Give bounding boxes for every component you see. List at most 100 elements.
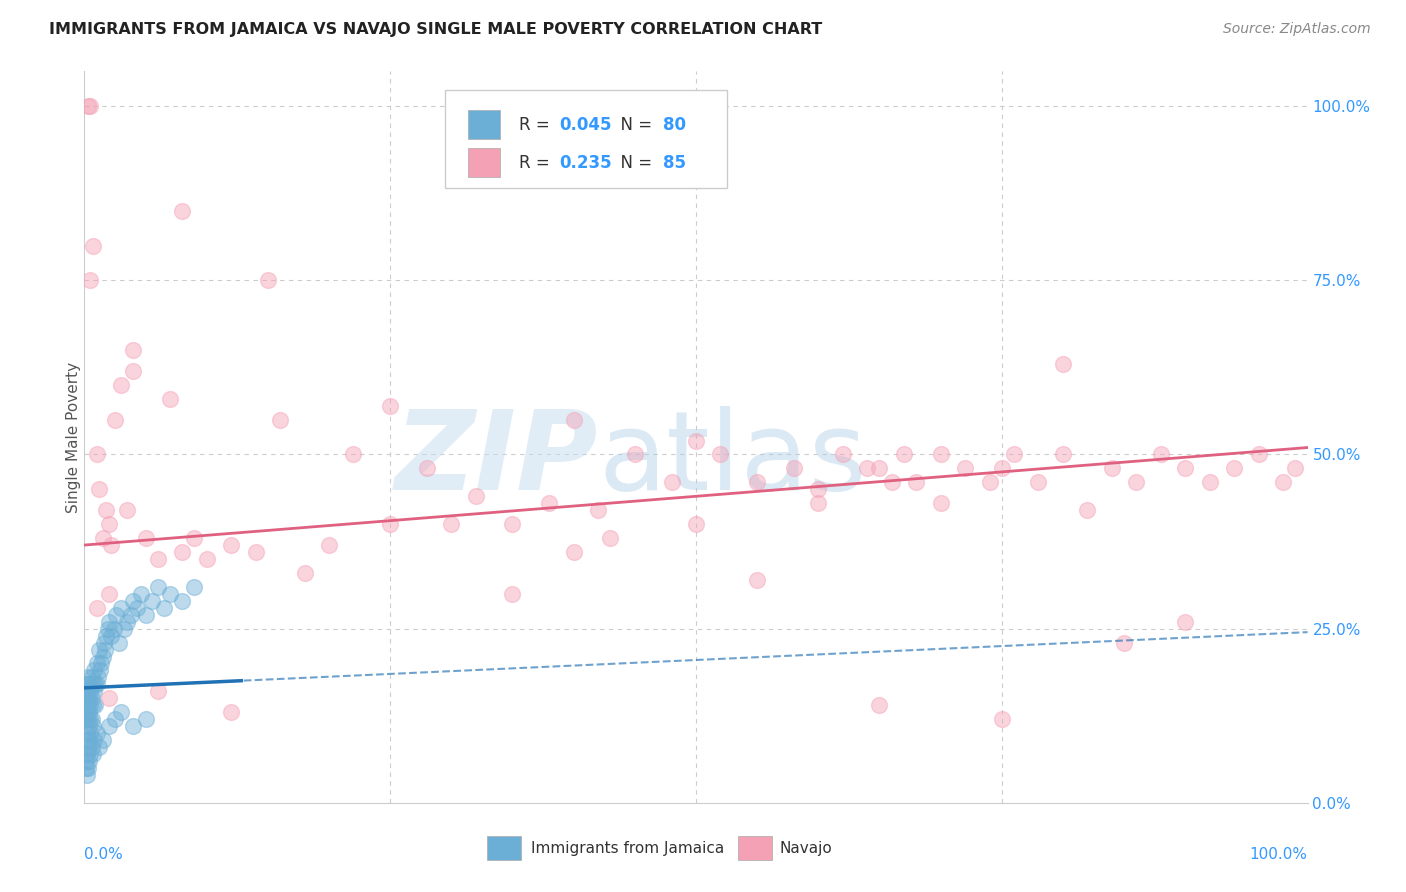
Point [294, 566, 316, 580]
Point [87, 483, 110, 497]
Point [880, 475, 903, 490]
Point [153, 600, 176, 615]
Point [97, 691, 120, 706]
Point [77, 733, 100, 747]
Point [86, 600, 108, 615]
Text: IMMIGRANTS FROM JAMAICA VS NAVAJO SINGLE MALE POVERTY CORRELATION CHART: IMMIGRANTS FROM JAMAICA VS NAVAJO SINGLE… [49, 22, 823, 37]
Point [94, 642, 117, 657]
Point [100, 629, 122, 643]
Point [318, 538, 340, 552]
Point [599, 531, 621, 545]
Point [77, 712, 100, 726]
Point [115, 615, 138, 629]
Point [538, 496, 561, 510]
Point [1272, 475, 1295, 490]
Point [93, 635, 115, 649]
Point [195, 552, 218, 566]
Point [103, 622, 125, 636]
Point [110, 705, 132, 719]
Point [80, 670, 103, 684]
FancyBboxPatch shape [738, 837, 772, 860]
Point [86, 657, 108, 671]
Point [83, 684, 105, 698]
Point [416, 461, 439, 475]
Point [269, 412, 291, 426]
Point [82, 698, 104, 713]
Point [991, 461, 1014, 475]
Point [1052, 448, 1074, 462]
Text: Navajo: Navajo [779, 840, 832, 855]
Text: 85: 85 [664, 153, 686, 172]
Point [84, 698, 107, 713]
Point [709, 448, 731, 462]
Point [807, 496, 830, 510]
Text: atlas: atlas [598, 406, 866, 513]
Point [77, 761, 100, 775]
Point [1247, 448, 1270, 462]
Point [380, 517, 402, 532]
Point [1114, 635, 1136, 649]
Point [146, 684, 169, 698]
Point [82, 719, 104, 733]
Point [91, 531, 114, 545]
FancyBboxPatch shape [468, 148, 501, 178]
Point [783, 461, 806, 475]
Point [77, 698, 100, 713]
Text: Immigrants from Jamaica: Immigrants from Jamaica [531, 840, 724, 855]
Point [1101, 461, 1123, 475]
Text: Source: ZipAtlas.com: Source: ZipAtlas.com [1223, 22, 1371, 37]
Point [82, 677, 104, 691]
Point [84, 677, 107, 691]
Point [747, 573, 769, 587]
Point [91, 733, 114, 747]
Point [747, 475, 769, 490]
Point [76, 726, 98, 740]
Point [112, 622, 135, 636]
Point [146, 580, 169, 594]
Point [79, 684, 101, 698]
Point [135, 531, 157, 545]
Point [115, 503, 138, 517]
Point [77, 677, 100, 691]
Point [135, 712, 157, 726]
Point [96, 503, 118, 517]
Point [91, 649, 114, 664]
Point [893, 448, 915, 462]
Point [104, 412, 127, 426]
Point [75, 754, 97, 768]
Point [79, 99, 101, 113]
Point [562, 412, 585, 426]
Point [624, 448, 647, 462]
Point [125, 600, 148, 615]
Point [1198, 475, 1220, 490]
Text: 0.235: 0.235 [560, 153, 612, 172]
Point [586, 503, 609, 517]
Point [991, 712, 1014, 726]
Point [75, 712, 97, 726]
FancyBboxPatch shape [446, 90, 727, 188]
Point [96, 629, 118, 643]
Point [869, 461, 891, 475]
Point [86, 726, 108, 740]
Point [110, 377, 132, 392]
FancyBboxPatch shape [486, 837, 522, 860]
Point [685, 517, 707, 532]
Point [929, 496, 952, 510]
Point [464, 489, 486, 503]
Point [89, 664, 111, 678]
Point [76, 677, 98, 691]
Point [97, 719, 120, 733]
Point [1028, 475, 1050, 490]
Point [172, 545, 194, 559]
Point [77, 740, 100, 755]
Point [97, 615, 120, 629]
Point [183, 531, 205, 545]
Point [219, 538, 242, 552]
Point [122, 364, 145, 378]
Point [104, 712, 127, 726]
Text: R =: R = [519, 153, 554, 172]
Text: N =: N = [610, 116, 658, 134]
Point [77, 684, 100, 698]
Point [1284, 461, 1306, 475]
FancyBboxPatch shape [468, 110, 501, 139]
